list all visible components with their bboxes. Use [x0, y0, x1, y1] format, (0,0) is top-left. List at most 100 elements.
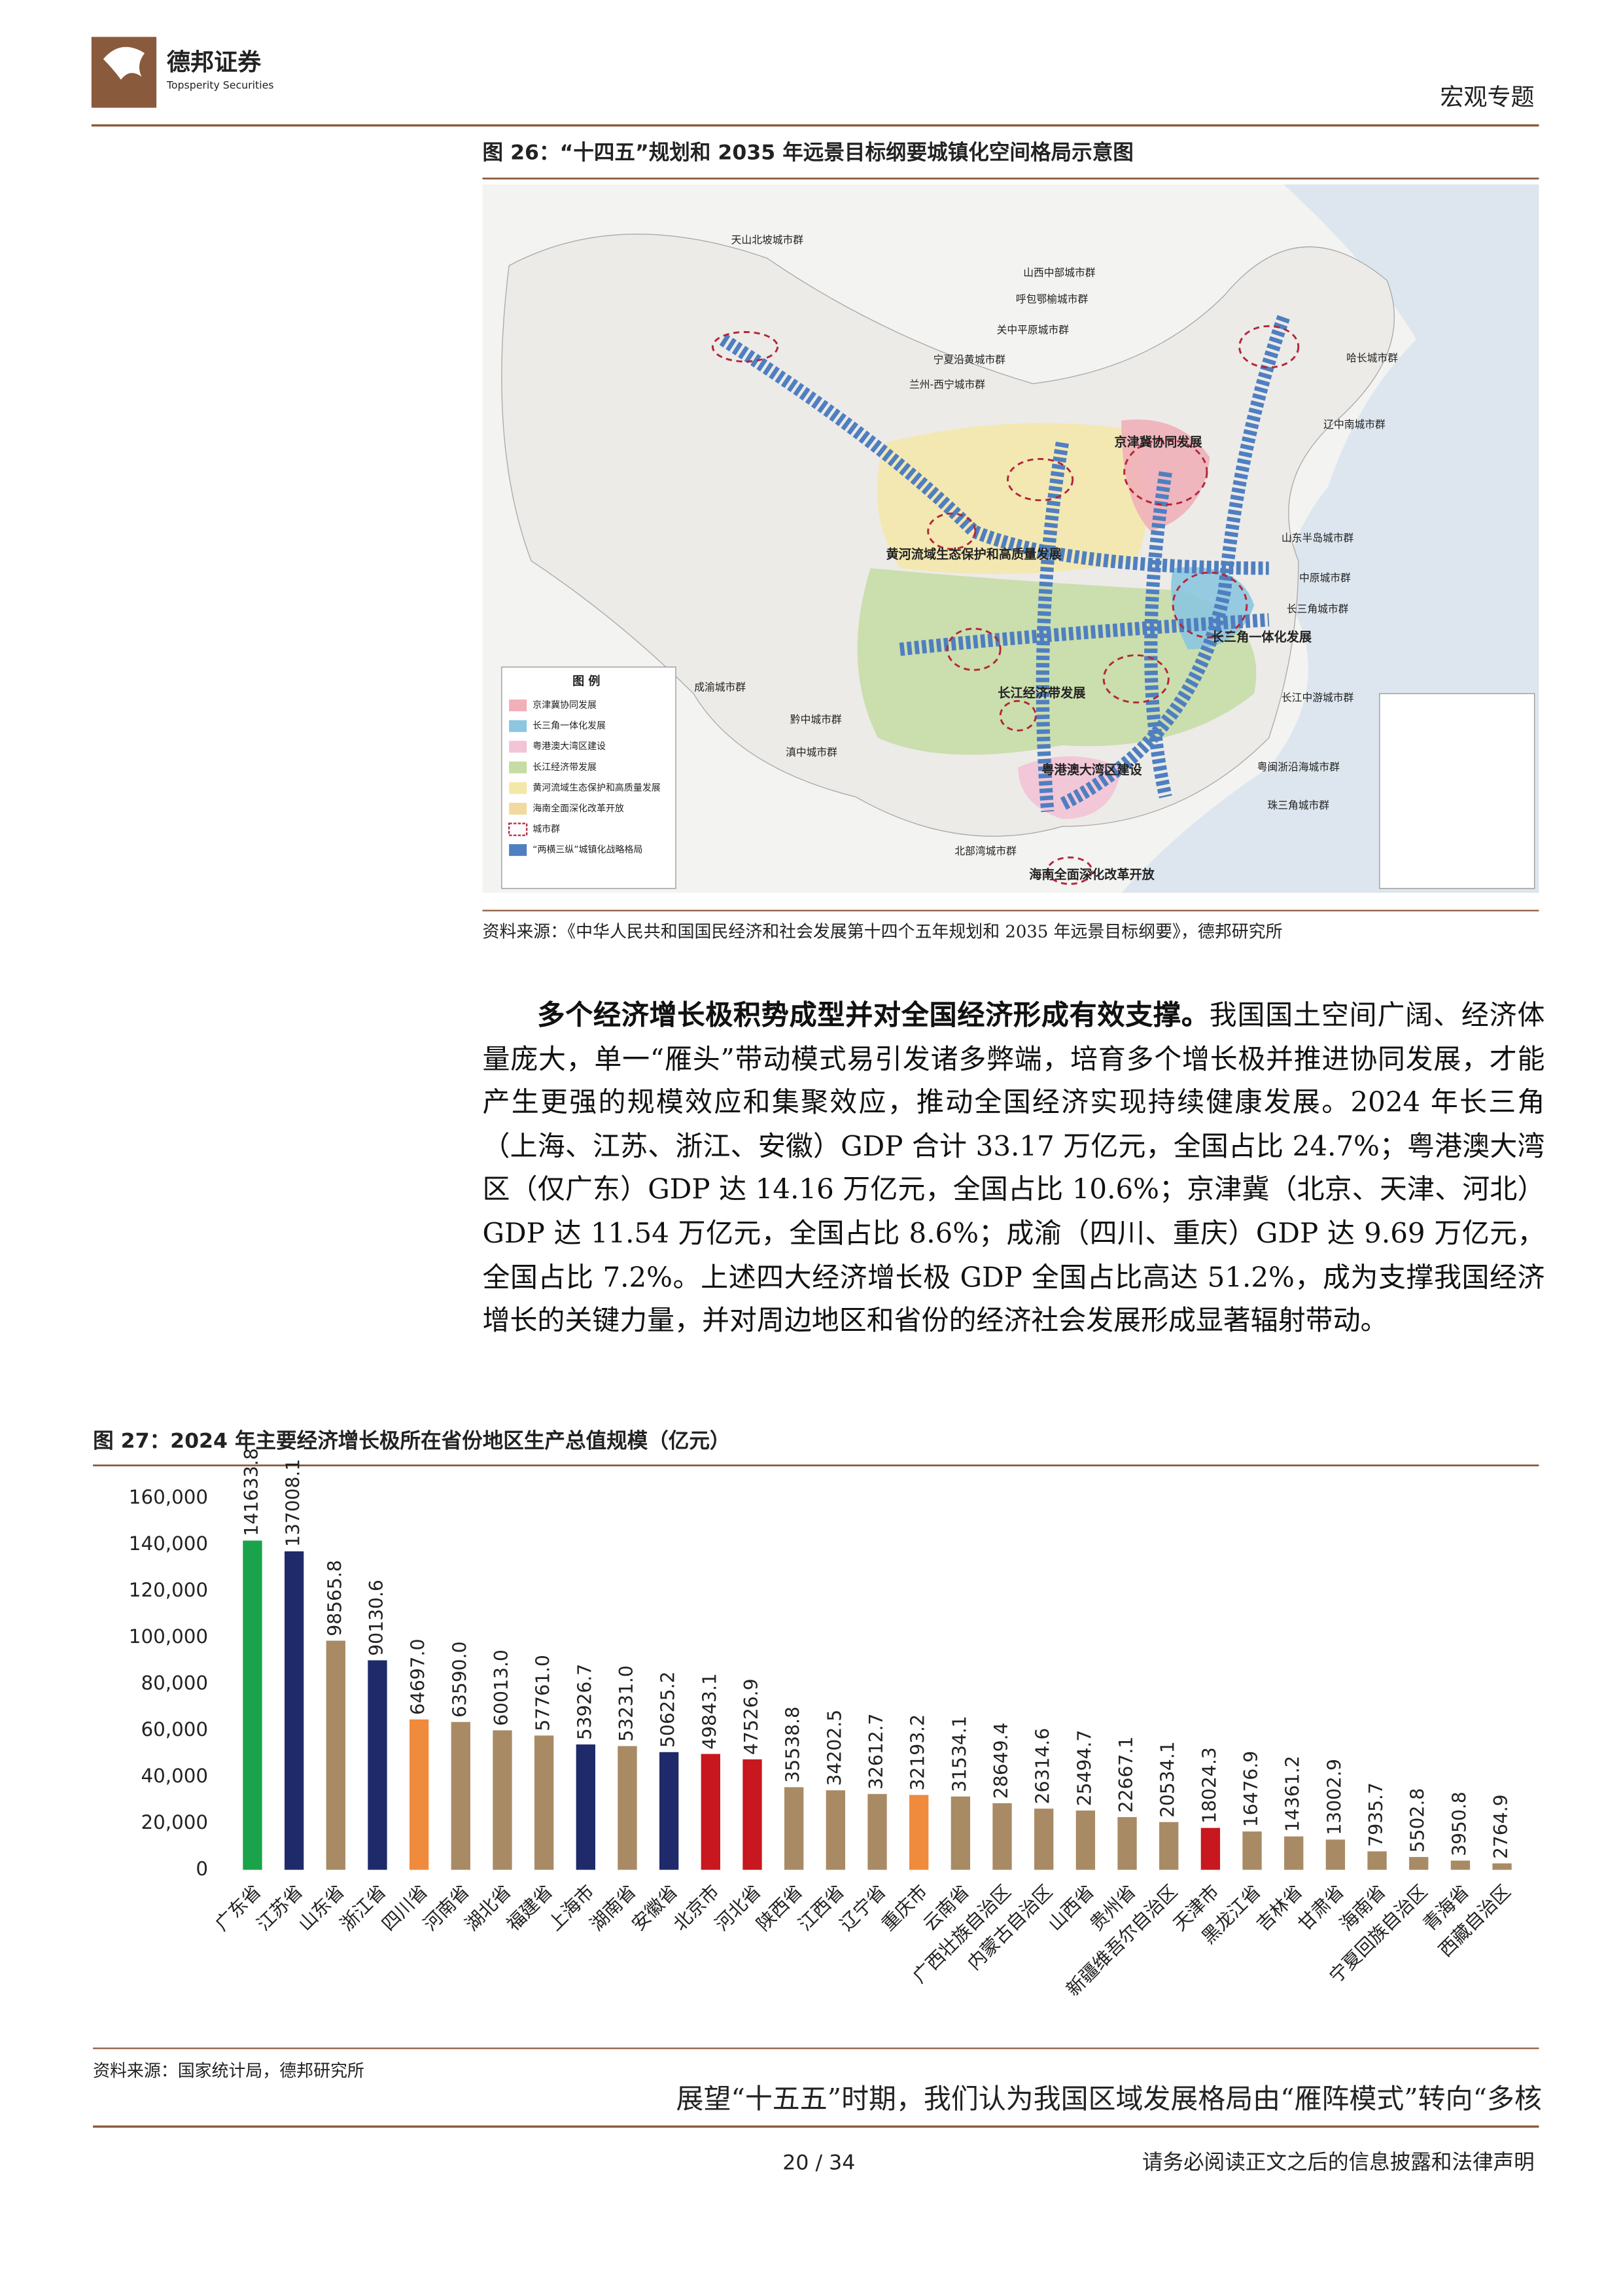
- y-tick-label: 140,000: [129, 1532, 208, 1555]
- value-label: 98565.8: [324, 1560, 345, 1636]
- legend-item: 长江经济带发展: [532, 762, 597, 773]
- y-tick-label: 80,000: [141, 1672, 208, 1694]
- bar: [1117, 1817, 1137, 1870]
- bar: [1242, 1831, 1262, 1870]
- cluster-rings: [711, 325, 1300, 885]
- map-label: 长三角城市群: [1287, 603, 1349, 615]
- section-title: 宏观专题: [1440, 84, 1534, 111]
- legend-item: 城市群: [532, 824, 560, 835]
- legend-swatch: [509, 741, 527, 753]
- bar: [1409, 1857, 1429, 1870]
- logo-shape: [103, 46, 145, 80]
- value-label: 31534.1: [949, 1716, 970, 1792]
- bar: [534, 1735, 554, 1870]
- bar: [742, 1759, 762, 1870]
- map-label: 辽中南城市群: [1323, 418, 1386, 431]
- map-label: 珠三角城市群: [1267, 799, 1329, 811]
- bar: [701, 1754, 720, 1870]
- map-label: 山东半岛城市群: [1282, 532, 1354, 544]
- map-label: 呼包鄂榆城市群: [1016, 292, 1089, 305]
- x-tick-label: 广东省: [211, 1881, 265, 1935]
- legend-title: 图 例: [572, 674, 600, 688]
- value-label: 90130.6: [366, 1580, 387, 1656]
- x-tick-label: 上海市: [544, 1881, 599, 1935]
- bar: [867, 1793, 887, 1870]
- logo-name: 德邦证券: [167, 48, 262, 76]
- x-tick-label: 浙江省: [336, 1881, 390, 1935]
- legend-swatch: [509, 802, 527, 815]
- bar: [284, 1551, 304, 1870]
- value-label: 18024.3: [1198, 1747, 1220, 1824]
- value-label: 2764.9: [1490, 1794, 1512, 1859]
- value-label: 141633.8: [241, 1448, 262, 1536]
- x-tick-label: 安徽省: [627, 1881, 682, 1935]
- bar: [1200, 1828, 1221, 1870]
- page-number: 20 / 34: [782, 2151, 855, 2174]
- x-tick-label: 湖北省: [461, 1881, 515, 1935]
- region-blue: [1171, 567, 1255, 650]
- map-label: 粤闽浙沿海城市群: [1257, 760, 1340, 773]
- map-label: 长江中游城市群: [1282, 691, 1354, 703]
- value-label: 28649.4: [990, 1723, 1012, 1799]
- x-tick-label: 山西省: [1044, 1881, 1098, 1935]
- bar: [784, 1787, 804, 1870]
- y-tick-label: 0: [196, 1858, 208, 1880]
- map-label: 关中平原城市群: [997, 324, 1070, 336]
- value-label: 22667.1: [1115, 1737, 1137, 1813]
- legend-swatch: [509, 844, 527, 857]
- value-label: 49843.1: [699, 1673, 720, 1750]
- map-label: 海南全面深化改革开放: [1029, 867, 1155, 882]
- chart-source: 资料来源：国家统计局，德邦研究所: [93, 2062, 364, 2081]
- value-label: 20534.1: [1157, 1741, 1179, 1818]
- value-label: 50625.2: [657, 1671, 679, 1748]
- map-label: 兰州-西宁城市群: [909, 378, 985, 391]
- bar: [1159, 1822, 1179, 1870]
- map-label: 宁夏沿黄城市群: [934, 353, 1006, 366]
- bar: [1367, 1851, 1387, 1870]
- y-tick-label: 40,000: [141, 1765, 208, 1787]
- value-label: 47526.9: [741, 1678, 762, 1755]
- region-yellow: [877, 423, 1148, 574]
- figure-title: 图 26：“十四五”规划和 2035 年远景目标纲要城镇化空间格局示意图: [483, 141, 1134, 165]
- legend-item: 粤港澳大湾区建设: [532, 741, 606, 752]
- value-label: 14361.2: [1282, 1756, 1304, 1832]
- bar: [1450, 1860, 1471, 1870]
- map-label: 滇中城市群: [786, 746, 837, 758]
- x-tick-label: 陕西省: [752, 1881, 807, 1935]
- value-label: 26314.6: [1032, 1728, 1054, 1805]
- legend-item: 京津冀协同发展: [532, 700, 597, 711]
- bar: [909, 1795, 929, 1870]
- x-tick-label: 河北省: [710, 1881, 765, 1935]
- paragraph-lead: 多个经济增长极积势成型并对全国经济形成有效支撑。: [537, 1000, 1210, 1032]
- value-label: 32612.7: [865, 1713, 887, 1790]
- y-tick-label: 160,000: [129, 1486, 208, 1508]
- bar: [659, 1752, 679, 1870]
- bar: [451, 1722, 470, 1870]
- logo-en: Topsperity Securities: [166, 79, 274, 91]
- y-tick-label: 20,000: [141, 1811, 208, 1833]
- bar: [618, 1746, 637, 1870]
- map-label: 哈长城市群: [1346, 352, 1398, 364]
- x-tick-label: 河南省: [419, 1881, 474, 1935]
- value-label: 64697.0: [408, 1638, 429, 1715]
- map-label: 天山北坡城市群: [731, 234, 804, 246]
- corridors: [719, 315, 1290, 813]
- x-tick-label: 湖南省: [585, 1881, 640, 1935]
- chart-title: 图 27：2024 年主要经济增长极所在省份地区生产总值规模（亿元）: [93, 1430, 730, 1453]
- bar: [1075, 1810, 1096, 1870]
- x-tick-label: 北京市: [669, 1881, 724, 1935]
- bar: [1492, 1863, 1512, 1870]
- x-tick-label: 福建省: [502, 1881, 557, 1935]
- bar: [576, 1744, 595, 1870]
- value-label: 25494.7: [1073, 1730, 1095, 1807]
- y-tick-label: 60,000: [141, 1718, 208, 1740]
- value-label: 57761.0: [532, 1655, 554, 1731]
- map-label: 粤港澳大湾区建设: [1041, 762, 1142, 777]
- legend-item: 长三角一体化发展: [532, 721, 606, 732]
- map-label: 北部湾城市群: [954, 845, 1017, 857]
- legend-swatch: [509, 782, 527, 794]
- value-label: 3950.8: [1448, 1792, 1470, 1856]
- value-label: 34202.5: [824, 1710, 845, 1786]
- x-tick-label: 山东省: [294, 1881, 349, 1935]
